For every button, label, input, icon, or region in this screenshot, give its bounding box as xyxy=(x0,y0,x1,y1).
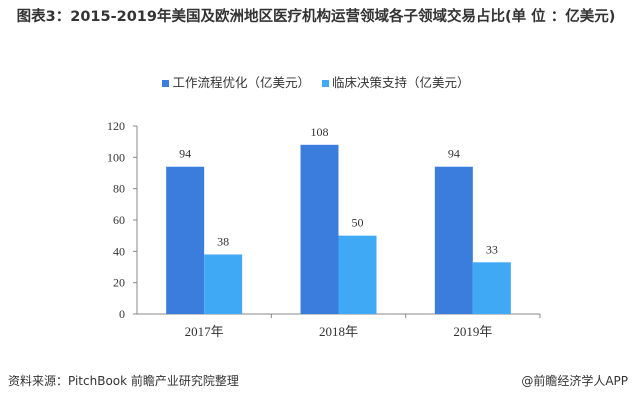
legend-item-clinical: 临床决策支持（亿美元） xyxy=(321,75,470,90)
legend-label: 工作流程优化（亿美元） xyxy=(172,75,310,90)
bar xyxy=(472,262,511,314)
legend: 工作流程优化（亿美元） 临床决策支持（亿美元） xyxy=(0,72,632,91)
data-label: 94 xyxy=(448,147,460,161)
y-tick-label: 40 xyxy=(113,244,125,258)
bar xyxy=(166,166,205,314)
y-tick-label: 100 xyxy=(107,150,125,164)
y-tick-label: 80 xyxy=(113,182,125,196)
legend-label: 临床决策支持（亿美元） xyxy=(331,75,470,90)
data-label: 33 xyxy=(486,242,498,256)
legend-swatch xyxy=(321,80,329,87)
y-tick-label: 60 xyxy=(113,213,125,227)
y-tick-label: 20 xyxy=(113,276,125,290)
x-tick-label: 2017年 xyxy=(185,324,224,339)
bar xyxy=(300,144,339,314)
data-label: 94 xyxy=(179,147,191,161)
y-tick-label: 0 xyxy=(119,307,125,321)
data-label: 108 xyxy=(311,125,329,139)
chart-title: 图表3：2015-2019年美国及欧洲地区医疗机构运营领域各子领域交易占比(单 … xyxy=(16,9,616,25)
credit: @前瞻经济学人APP xyxy=(521,374,628,388)
source-note: 资料来源：PitchBook 前瞻产业研究院整理 xyxy=(8,374,239,388)
bar xyxy=(338,235,377,314)
x-tick-label: 2019年 xyxy=(453,324,492,339)
bar xyxy=(204,254,243,314)
data-label: 38 xyxy=(217,234,229,248)
x-tick-label: 2018年 xyxy=(319,324,358,339)
y-tick-label: 120 xyxy=(107,119,125,133)
legend-item-workflow: 工作流程优化（亿美元） xyxy=(162,75,310,90)
data-label: 50 xyxy=(352,216,364,230)
legend-swatch xyxy=(162,80,170,87)
bar xyxy=(434,166,473,314)
